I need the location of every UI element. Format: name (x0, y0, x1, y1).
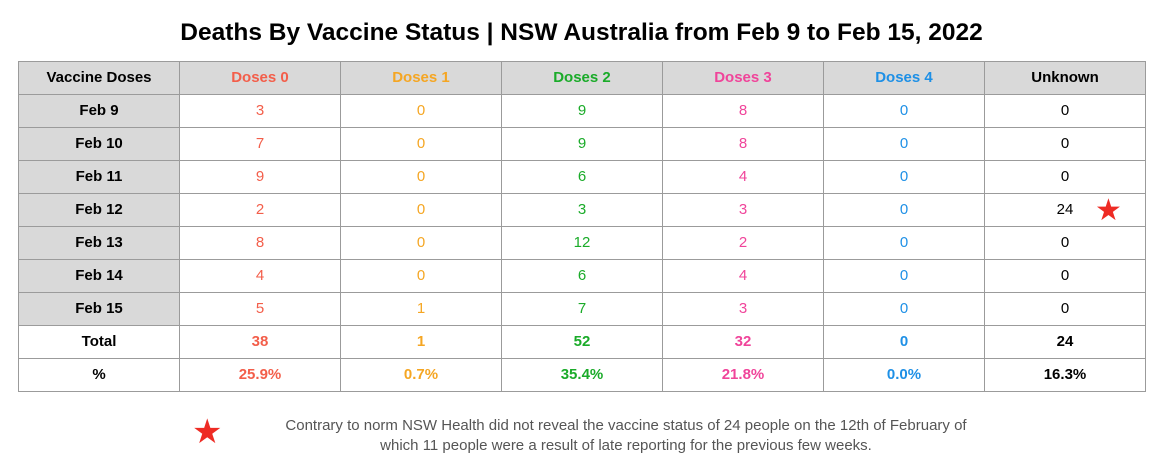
row-label: Feb 11 (18, 160, 180, 194)
header-cell: Doses 3 (662, 61, 824, 95)
footnote-line-1: Contrary to norm NSW Health did not reve… (285, 417, 967, 434)
flag-star-icon: ★ (1095, 194, 1122, 227)
row-label: Feb 15 (18, 292, 180, 326)
footnote-star-icon: ★ (192, 413, 223, 451)
chart-title: Deaths By Vaccine Status | NSW Australia… (180, 19, 983, 46)
row-label: Feb 9 (18, 94, 180, 128)
data-cell: 0 (340, 259, 502, 293)
header-cell: Doses 4 (823, 61, 985, 95)
data-cell: 0 (823, 193, 985, 227)
header-cell: Unknown (984, 61, 1146, 95)
data-cell: 4 (662, 160, 824, 194)
data-cell: 8 (662, 94, 824, 128)
row-label: Feb 10 (18, 127, 180, 161)
table-row: Feb 15 5 1 7 3 0 0 (18, 292, 1146, 326)
total-row: Total 38 1 52 32 0 24 (18, 325, 1146, 359)
percent-cell: 16.3% (984, 358, 1146, 392)
data-cell: 0 (984, 226, 1146, 260)
data-cell: 0 (823, 259, 985, 293)
total-cell: 0 (823, 325, 985, 359)
data-cell: 3 (179, 94, 341, 128)
row-label: Feb 14 (18, 259, 180, 293)
data-cell: 3 (662, 292, 824, 326)
data-cell: 0 (823, 160, 985, 194)
table-row: Feb 11 9 0 6 4 0 0 (18, 160, 1146, 194)
data-cell: 2 (662, 226, 824, 260)
footnote: Contrary to norm NSW Health did not reve… (245, 416, 1007, 456)
data-cell: 1 (340, 292, 502, 326)
data-cell: 0 (823, 127, 985, 161)
data-cell: 9 (179, 160, 341, 194)
data-cell: 12 (501, 226, 663, 260)
data-cell: 9 (501, 127, 663, 161)
data-cell: 0 (340, 160, 502, 194)
data-cell: 2 (179, 193, 341, 227)
row-label: Feb 13 (18, 226, 180, 260)
percent-row: % 25.9% 0.7% 35.4% 21.8% 0.0% 16.3% (18, 358, 1146, 392)
row-label: Total (18, 325, 180, 359)
data-cell: 6 (501, 160, 663, 194)
row-label: Feb 12 (18, 193, 180, 227)
table-row: Feb 12 2 0 3 3 0 24 ★ (18, 193, 1146, 227)
header-cell: Doses 0 (179, 61, 341, 95)
data-cell: 3 (501, 193, 663, 227)
header-cell-vaccine-doses: Vaccine Doses (18, 61, 180, 95)
header-cell: Doses 1 (340, 61, 502, 95)
data-cell: 0 (984, 292, 1146, 326)
data-cell: 7 (501, 292, 663, 326)
data-cell: 24 ★ (984, 193, 1146, 227)
data-cell: 0 (823, 292, 985, 326)
data-cell: 8 (662, 127, 824, 161)
header-row: Vaccine Doses Doses 0 Doses 1 Doses 2 Doses … (18, 61, 1146, 95)
data-cell: 7 (179, 127, 341, 161)
footnote-line-2: which 11 people were a result of late re… (380, 437, 872, 454)
percent-cell: 21.8% (662, 358, 824, 392)
data-cell: 0 (823, 94, 985, 128)
data-cell: 8 (179, 226, 341, 260)
row-label: % (18, 358, 180, 392)
total-cell: 38 (179, 325, 341, 359)
data-cell: 5 (179, 292, 341, 326)
total-cell: 24 (984, 325, 1146, 359)
total-cell: 32 (662, 325, 824, 359)
data-cell: 0 (340, 94, 502, 128)
header-cell: Doses 2 (501, 61, 663, 95)
total-cell: 52 (501, 325, 663, 359)
data-cell: 6 (501, 259, 663, 293)
data-cell: 0 (823, 226, 985, 260)
data-cell-value: 24 (1056, 201, 1074, 218)
data-cell: 0 (984, 127, 1146, 161)
vaccine-status-table: Vaccine Doses Doses 0 Doses 1 Doses 2 Doses … (18, 61, 1146, 392)
table-row: Feb 13 8 0 12 2 0 0 (18, 226, 1146, 260)
data-cell: 0 (340, 226, 502, 260)
data-cell: 0 (984, 160, 1146, 194)
data-cell: 4 (662, 259, 824, 293)
percent-cell: 25.9% (179, 358, 341, 392)
percent-cell: 0.7% (340, 358, 502, 392)
table-row: Feb 14 4 0 6 4 0 0 (18, 259, 1146, 293)
data-cell: 3 (662, 193, 824, 227)
total-cell: 1 (340, 325, 502, 359)
table-row: Feb 10 7 0 9 8 0 0 (18, 127, 1146, 161)
data-cell: 4 (179, 259, 341, 293)
data-cell: 0 (984, 259, 1146, 293)
percent-cell: 0.0% (823, 358, 985, 392)
data-cell: 0 (340, 127, 502, 161)
data-cell: 0 (340, 193, 502, 227)
percent-cell: 35.4% (501, 358, 663, 392)
data-cell: 0 (984, 94, 1146, 128)
data-cell: 9 (501, 94, 663, 128)
